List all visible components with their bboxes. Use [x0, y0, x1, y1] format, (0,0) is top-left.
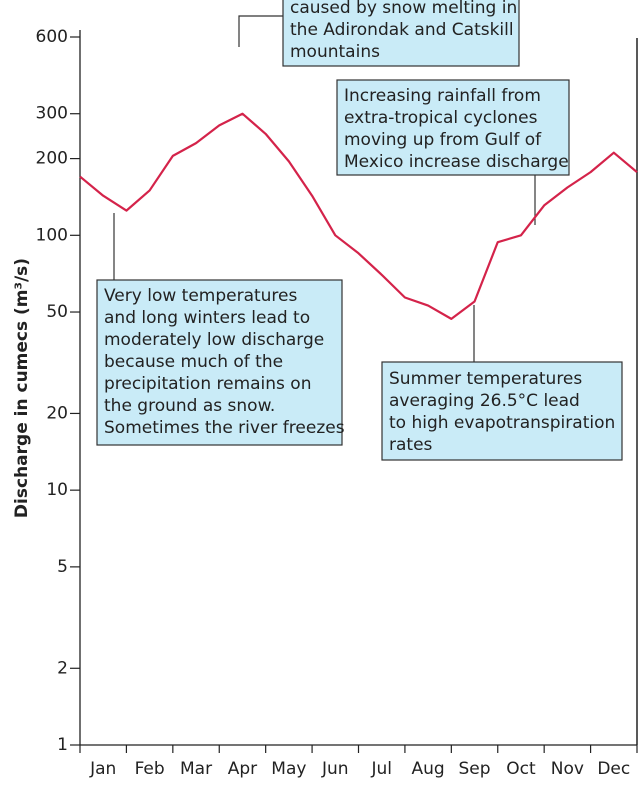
- annotation-text: caused by snow melting in: [290, 0, 517, 18]
- annotation-text: because much of the: [104, 352, 283, 372]
- x-tick-label: Feb: [135, 759, 165, 779]
- x-tick-label: Jan: [89, 759, 116, 779]
- x-tick-label: Apr: [228, 759, 257, 779]
- annotation-text: mountains: [290, 42, 380, 62]
- x-tick-label: Dec: [597, 759, 630, 779]
- annotation-text: and long winters lead to: [104, 308, 310, 328]
- y-tick-label: 300: [36, 104, 68, 124]
- y-tick-label: 50: [46, 302, 68, 322]
- x-tick-label: Mar: [180, 759, 212, 779]
- line: [79, 112, 638, 320]
- annotation-text: the ground as snow.: [104, 396, 275, 416]
- y-tick-label: 100: [36, 225, 68, 245]
- x-tick-label: Jun: [321, 759, 349, 779]
- annotation-text: Mexico increase discharge: [344, 152, 569, 172]
- annotation-text: rates: [389, 435, 433, 455]
- y-tick-label: 200: [36, 149, 68, 169]
- y-tick-label: 600: [36, 27, 68, 47]
- annotation-text: to high evapotranspiration: [389, 413, 615, 433]
- annotation-box: [282, 0, 520, 67]
- y-tick-label: 2: [57, 658, 68, 678]
- y-tick-label: 1: [57, 735, 68, 755]
- annotation-text: Very low temperatures: [104, 286, 298, 306]
- x-tick-label: Jul: [370, 759, 392, 779]
- annotation-text: precipitation remains on: [104, 374, 312, 394]
- annotation-box: [336, 79, 570, 176]
- y-tick-label: 10: [46, 480, 68, 500]
- annotation-text: moving up from Gulf of: [344, 130, 542, 150]
- x-tick-label: Sep: [459, 759, 491, 779]
- annotation-text: Sometimes the river freezes: [104, 418, 345, 438]
- annotation-text: Summer temperatures: [389, 369, 582, 389]
- annotation-text: the Adirondak and Catskill: [290, 20, 514, 40]
- annotation-box: [96, 279, 343, 446]
- x-tick-label: May: [271, 759, 306, 779]
- y-axis-title: Discharge in cumecs (m³/s): [12, 258, 32, 518]
- annotation-text: extra-tropical cyclones: [344, 108, 538, 128]
- annotation-text: moderately low discharge: [104, 330, 324, 350]
- annotation-text: averaging 26.5°C lead: [389, 391, 580, 411]
- annotations: caused by snow melting in the Adirondak a…: [96, 0, 623, 461]
- annotation-box: [381, 361, 623, 461]
- leader: [238, 15, 283, 47]
- x-tick-label: Aug: [412, 759, 445, 779]
- x-tick-label: Nov: [551, 759, 584, 779]
- x-tick-label: Oct: [506, 759, 536, 779]
- annotation-text: Increasing rainfall from: [344, 86, 541, 106]
- y-tick-label: 5: [57, 557, 68, 577]
- y-tick-label: 20: [46, 403, 68, 423]
